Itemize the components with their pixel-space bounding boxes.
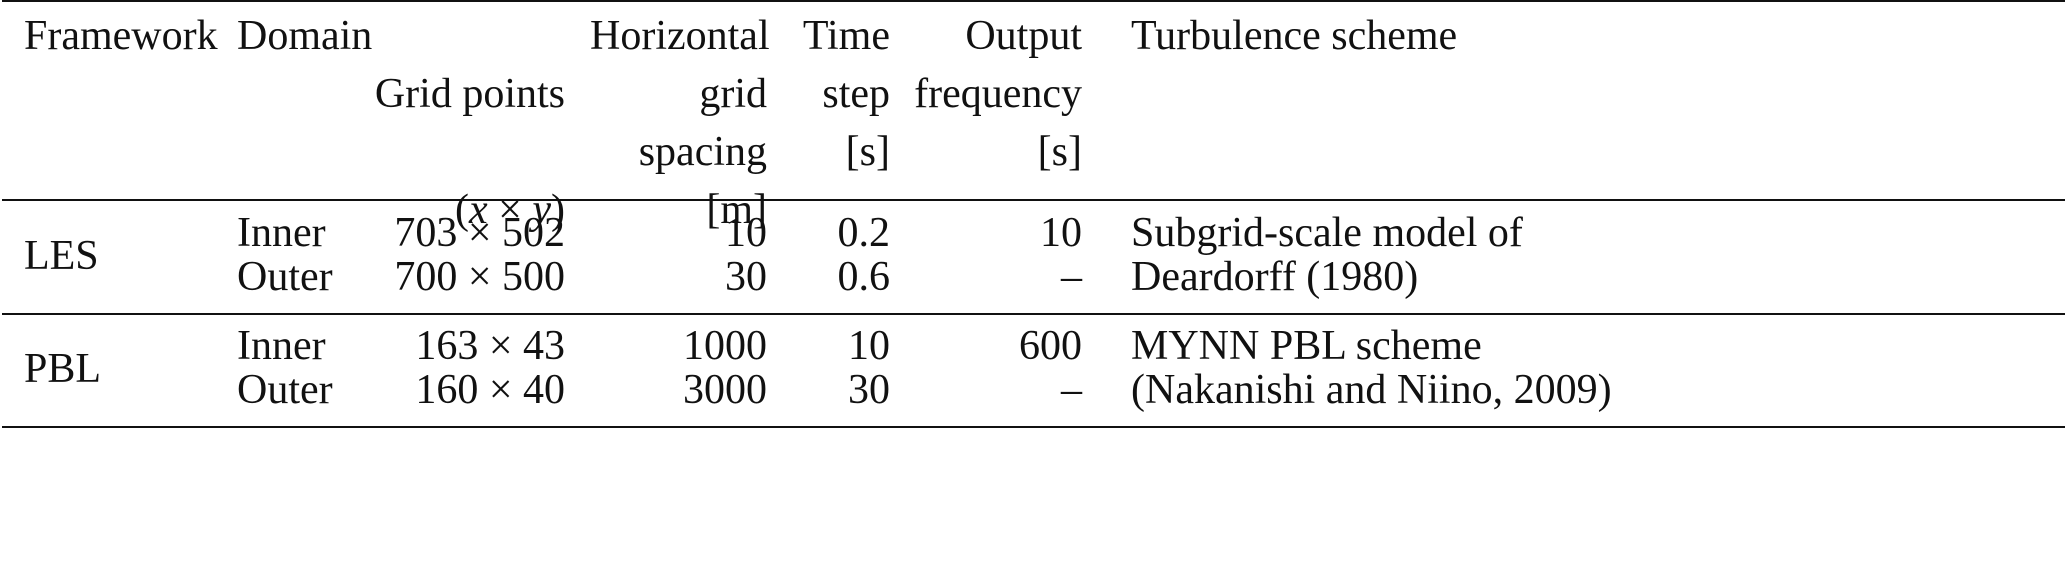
output-frequency-cell: 10 bbox=[1040, 210, 1082, 256]
grid-points-cell: 163 × 43 bbox=[415, 323, 565, 369]
spacing-cell: 3000 bbox=[683, 367, 767, 413]
turbulence-scheme-line2: Deardorff (1980) bbox=[1131, 254, 1419, 300]
time-step-cell: 30 bbox=[848, 367, 890, 413]
time-step-cell: 10 bbox=[848, 323, 890, 369]
spacing-cell: 30 bbox=[725, 254, 767, 300]
turbulence-scheme-line2: (Nakanishi and Niino, 2009) bbox=[1131, 367, 1612, 413]
output-frequency-cell: – bbox=[1061, 367, 1082, 413]
spacing-cell: 10 bbox=[725, 210, 767, 256]
header-framework: Framework bbox=[24, 13, 218, 59]
header-horizontal-grid-spacing: Horizontal grid spacing [m] bbox=[590, 13, 770, 233]
framework-pbl: PBL bbox=[24, 346, 102, 392]
top-rule bbox=[2, 0, 2065, 2]
time-step-cell: 0.6 bbox=[837, 254, 891, 300]
header-rule bbox=[2, 199, 2065, 201]
header-grid-points-line2: (x × y) bbox=[455, 187, 565, 233]
domain-cell: Inner bbox=[237, 210, 326, 256]
header-domain: Domain bbox=[237, 13, 373, 59]
domain-cell: Outer bbox=[237, 254, 333, 300]
turbulence-scheme-line1: Subgrid-scale model of bbox=[1131, 210, 1523, 256]
header-grid-points-line1: Grid points bbox=[374, 71, 565, 117]
group-separator-rule bbox=[2, 313, 2065, 315]
domain-cell: Inner bbox=[237, 323, 326, 369]
bottom-rule bbox=[2, 426, 2065, 428]
header-output-frequency: Output frequency [s] bbox=[914, 13, 1082, 175]
header-time-step: Time step [s] bbox=[802, 13, 890, 175]
header-turbulence-scheme: Turbulence scheme bbox=[1131, 13, 1458, 59]
header-grid-points: Grid points (x × y) bbox=[360, 7, 565, 297]
time-step-cell: 0.2 bbox=[837, 210, 891, 256]
domain-cell: Outer bbox=[237, 367, 333, 413]
spacing-cell: 1000 bbox=[683, 323, 767, 369]
grid-points-cell: 160 × 40 bbox=[415, 367, 565, 413]
grid-points-cell: 703 × 502 bbox=[394, 210, 565, 256]
output-frequency-cell: – bbox=[1061, 254, 1082, 300]
framework-les: LES bbox=[24, 233, 99, 279]
turbulence-scheme-line1: MYNN PBL scheme bbox=[1131, 323, 1482, 369]
grid-points-cell: 700 × 500 bbox=[394, 254, 565, 300]
output-frequency-cell: 600 bbox=[1019, 323, 1082, 369]
